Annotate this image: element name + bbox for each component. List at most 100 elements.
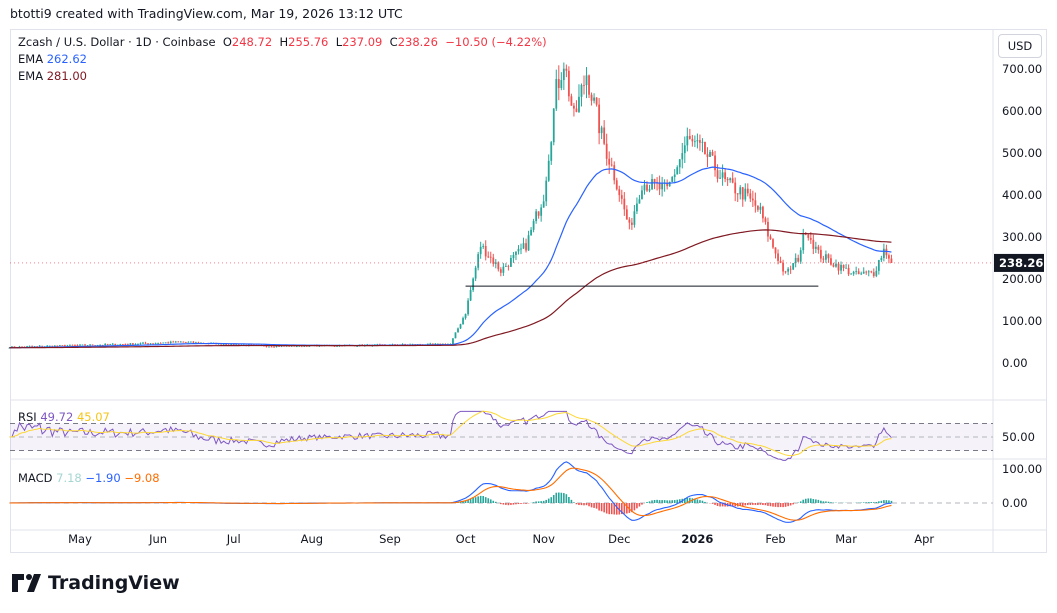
candle-body	[598, 104, 601, 134]
rsi-legend[interactable]: RSI 49.72 45.07	[18, 410, 110, 424]
macd-histogram-bar	[474, 497, 477, 503]
currency-button[interactable]: USD	[998, 34, 1042, 58]
price-tick: 0.00	[1002, 356, 1028, 370]
last-price-label: 238.26	[999, 256, 1043, 270]
candle-body	[515, 251, 517, 255]
candle-body	[643, 184, 646, 191]
candle-body	[547, 160, 550, 181]
ema-fast-legend[interactable]: EMA 262.62	[18, 52, 87, 66]
candle-body	[494, 262, 497, 264]
macd-histogram-bar	[464, 500, 467, 503]
candle-body	[121, 344, 124, 345]
candle-body	[532, 220, 535, 230]
candle-body	[784, 271, 787, 273]
macd-histogram-bar	[873, 502, 875, 503]
tradingview-logo[interactable]: TradingView	[12, 572, 180, 594]
candle-body	[152, 343, 154, 345]
candle-body	[230, 343, 233, 345]
candle-body	[109, 344, 112, 345]
macd-histogram-bar	[522, 503, 525, 504]
candle-body	[265, 346, 268, 348]
symbol-title[interactable]: Zcash / U.S. Dollar · 1D · Coinbase	[18, 35, 216, 49]
macd-tick: 0.00	[1002, 496, 1028, 510]
candle-body	[767, 221, 769, 237]
candle-body	[36, 346, 39, 347]
price-tick: 500.00	[1002, 146, 1042, 160]
candle-body	[724, 172, 727, 180]
candle-body	[159, 343, 162, 344]
macd-hist-value: 7.18	[56, 471, 82, 485]
candle-body	[751, 198, 754, 201]
macd-histogram-bar	[827, 501, 830, 503]
ema-slow-legend[interactable]: EMA 281.00	[18, 69, 87, 83]
candle-body	[716, 170, 719, 179]
candle-body	[137, 343, 139, 345]
macd-signal-value: −9.08	[124, 471, 160, 485]
candle-body	[520, 248, 522, 250]
candle-body	[792, 263, 795, 270]
candle-body	[517, 248, 520, 252]
macd-histogram-bar	[890, 500, 893, 503]
candle-body	[184, 342, 187, 343]
candle-body	[875, 270, 878, 276]
time-tick: Jul	[226, 532, 241, 546]
macd-histogram-bar	[875, 502, 878, 503]
candle-body	[759, 206, 762, 210]
candle-body	[802, 233, 805, 251]
candle-body	[8, 347, 11, 349]
change-value: −10.50 (−4.22%)	[445, 35, 547, 49]
candle-body	[711, 152, 714, 156]
candle-body	[678, 159, 681, 168]
macd-histogram-bar	[510, 503, 512, 505]
price-tick: 200.00	[1002, 272, 1042, 286]
macd-histogram-bar	[787, 503, 789, 507]
candle-body	[464, 314, 467, 319]
candle-body	[13, 346, 16, 348]
candle-body	[819, 249, 822, 259]
chart-credit: btotti9 created with TradingView.com, Ma…	[10, 6, 403, 21]
macd-histogram-bar	[754, 503, 757, 505]
candle-body	[275, 345, 278, 347]
candle-body	[31, 346, 34, 347]
candle-body	[530, 229, 532, 236]
macd-histogram-bar	[769, 503, 772, 507]
macd-histogram-bar	[626, 503, 628, 514]
macd-histogram-bar	[517, 503, 520, 505]
candle-body	[154, 343, 157, 345]
candle-body	[610, 164, 613, 166]
macd-histogram-bar	[580, 503, 583, 506]
candle-body	[71, 344, 74, 346]
macd-histogram-bar	[477, 496, 479, 503]
macd-histogram-bar	[862, 502, 865, 503]
candle-body	[605, 143, 608, 159]
candle-body	[852, 271, 855, 274]
close-value: 238.26	[397, 35, 438, 49]
candle-body	[535, 211, 538, 221]
macd-histogram-bar	[595, 503, 598, 509]
macd-histogram-bar	[804, 498, 807, 503]
candle-body	[595, 97, 598, 105]
rsi-ma-line	[9, 410, 892, 457]
candle-body	[469, 290, 472, 301]
candle-body	[709, 152, 711, 157]
candle-body	[641, 190, 643, 200]
macd-histogram-bar	[467, 499, 469, 503]
candle-body	[431, 343, 434, 345]
candle-body	[666, 182, 669, 187]
candle-body	[704, 141, 706, 155]
macd-histogram-bar	[729, 503, 731, 507]
macd-histogram-bar	[585, 503, 588, 506]
macd-legend[interactable]: MACD 7.18 −1.90 −9.08	[18, 471, 160, 485]
logo-text: TradingView	[48, 572, 180, 594]
candle-body	[580, 84, 583, 97]
macd-histogram-bar	[469, 498, 472, 503]
macd-histogram-bar	[792, 503, 794, 505]
macd-histogram-bar	[608, 503, 610, 515]
macd-histogram-bar	[487, 498, 490, 503]
candle-body	[56, 345, 59, 347]
candle-body	[235, 344, 238, 346]
candle-body	[459, 324, 462, 329]
time-tick: Apr	[914, 532, 934, 546]
candle-body	[726, 179, 729, 181]
